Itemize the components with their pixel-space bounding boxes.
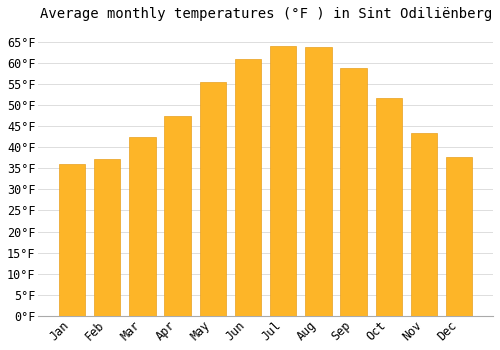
Bar [340,68,367,316]
Bar [59,164,86,316]
Bar [200,82,226,316]
Bar [305,47,332,316]
Bar [446,157,472,316]
Bar [94,159,120,316]
Bar [164,116,191,316]
Bar [376,98,402,316]
Bar [130,137,156,316]
Bar [411,133,437,316]
Title: Average monthly temperatures (°F ) in Sint Odiliënberg: Average monthly temperatures (°F ) in Si… [40,7,492,21]
Bar [270,46,296,316]
Bar [235,60,261,316]
